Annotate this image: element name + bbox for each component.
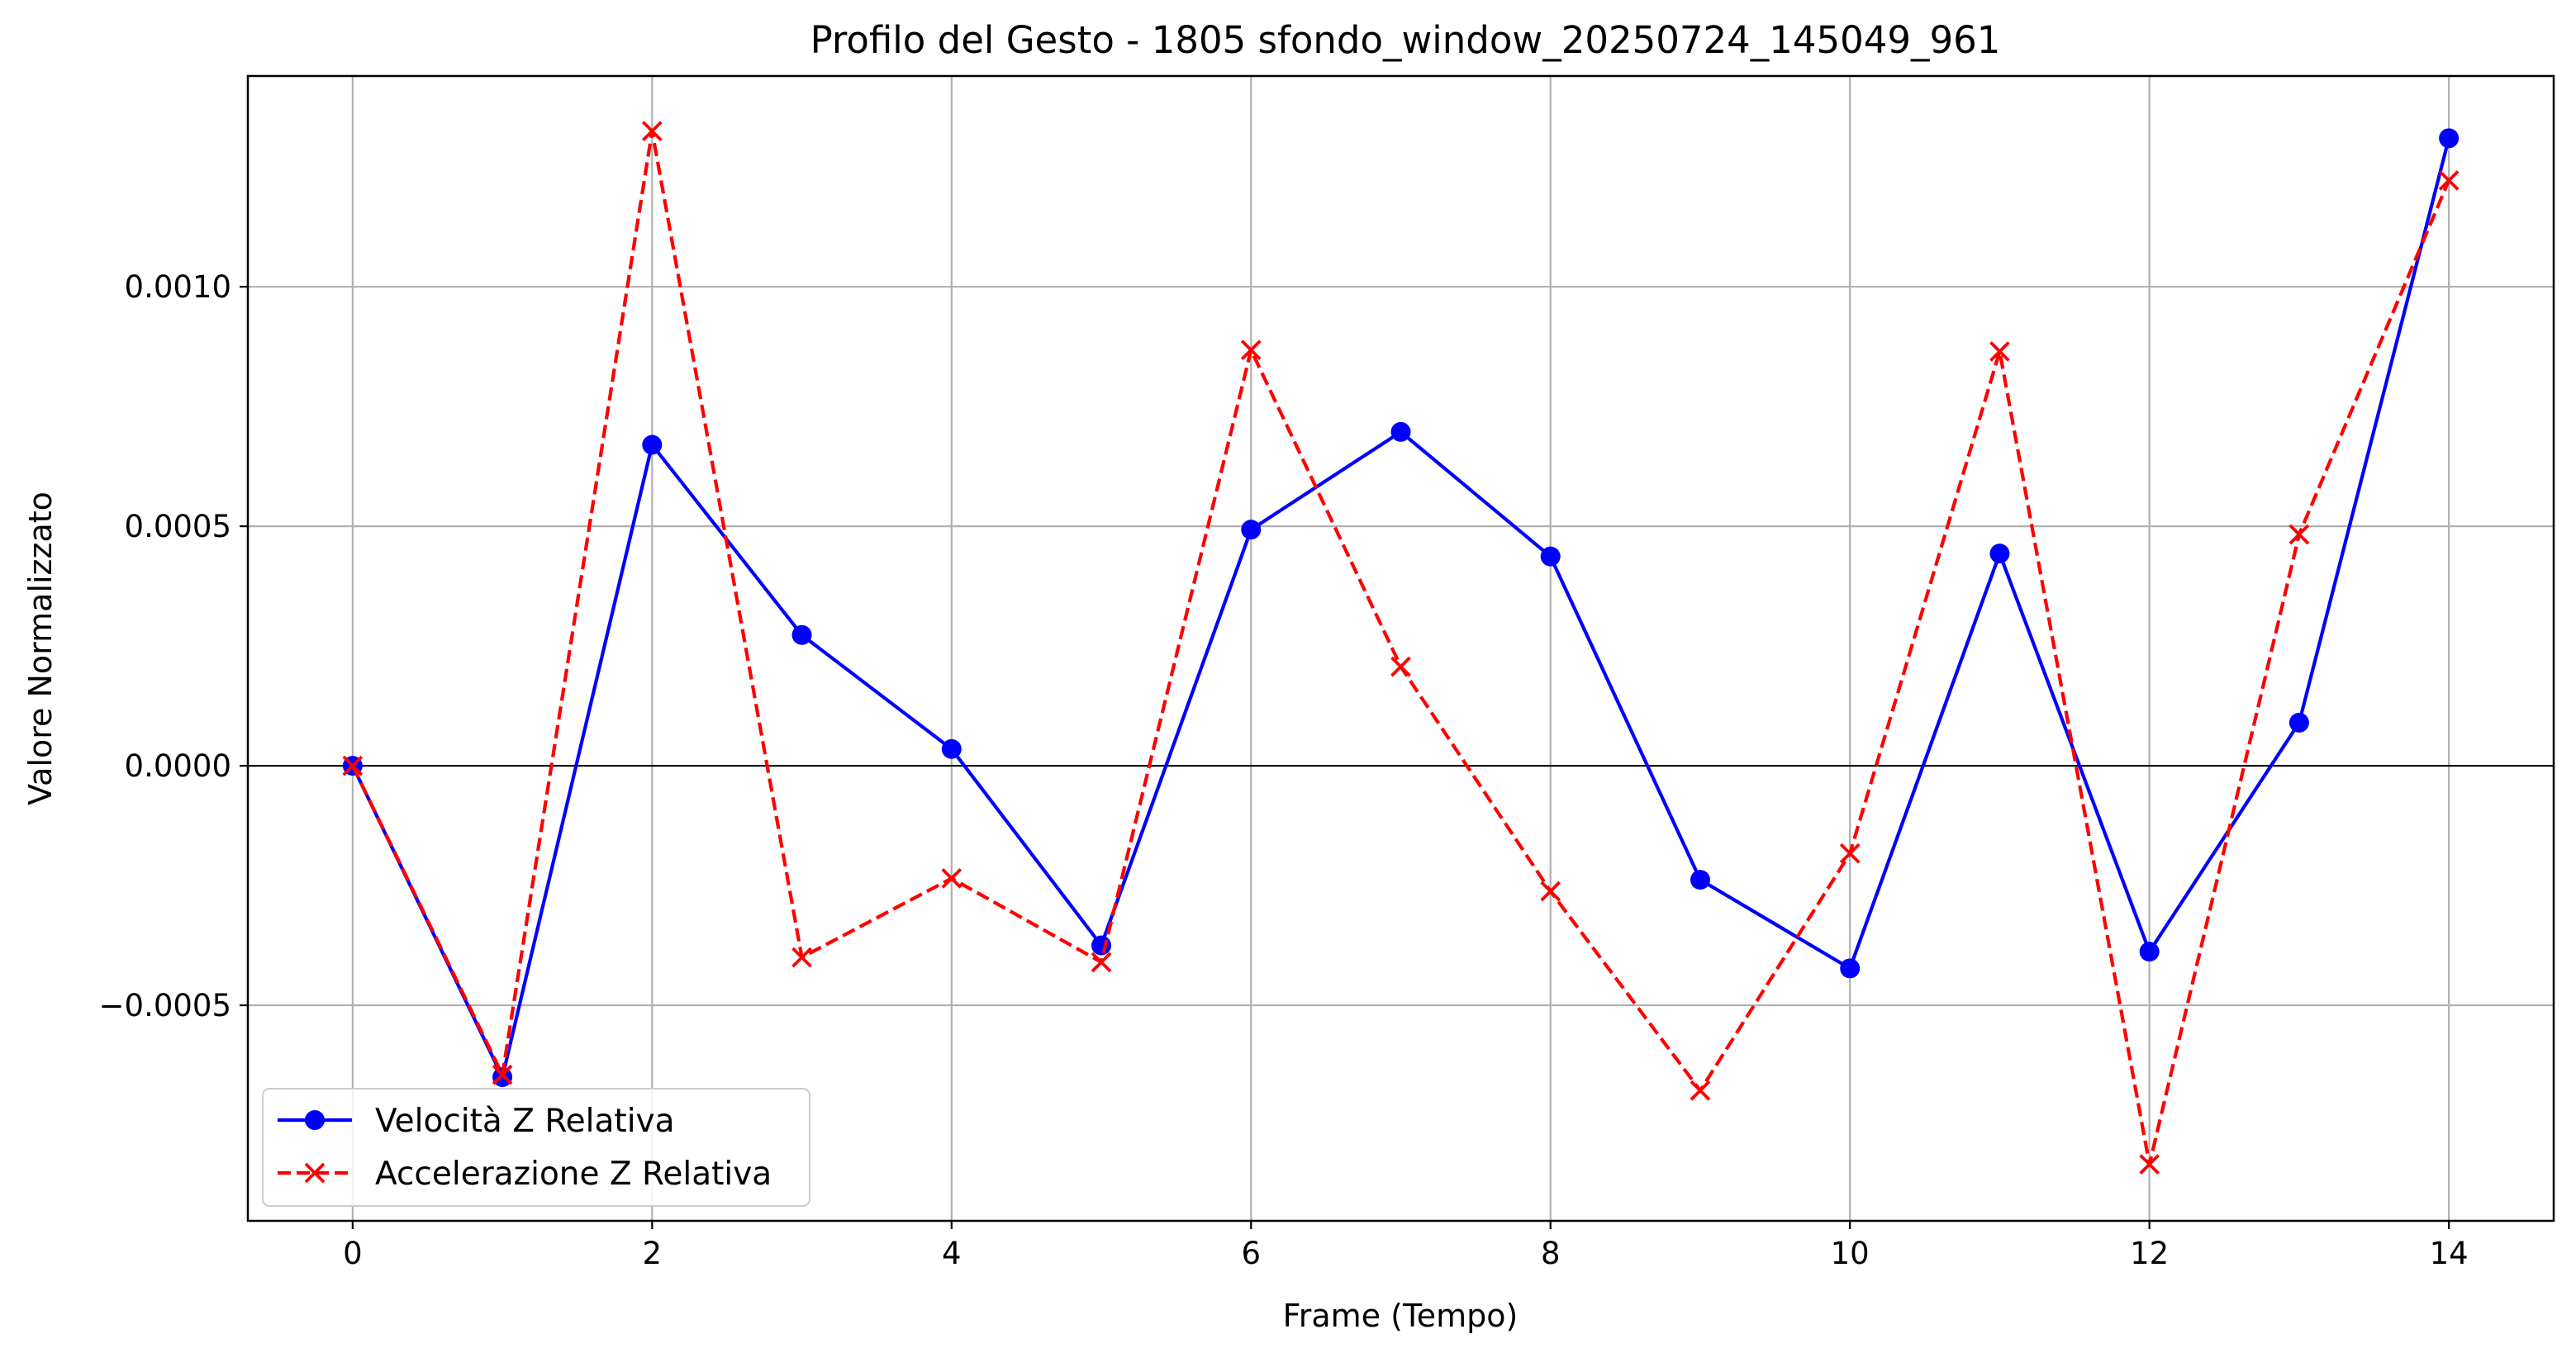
legend-swatch-marker [304,1162,326,1184]
plot-area-frame [246,74,2555,1222]
series-2-point [2288,524,2310,545]
x-tick-label: 8 [1541,1236,1561,1271]
legend-entry-label: Accelerazione Z Relativa [375,1156,772,1193]
series-1-point [2139,942,2160,962]
x-tick-label: 2 [643,1236,663,1271]
series-group [342,121,2460,1175]
series-2-point [1690,1080,1711,1101]
series-1-point [1241,520,1262,540]
series-2-point [1390,656,1411,677]
legend: Velocità Z Relativa Accelerazione Z Relat… [262,1088,810,1207]
series-1-point [1390,421,1411,442]
series-1-point [941,738,962,759]
x-tick-label: 0 [343,1236,363,1271]
series-1-point [642,434,663,455]
ticks: 0 2 4 6 8 10 12 14 −0.0005 0.0000 0.0005 0.0010 [99,269,2469,1271]
legend-entry-label: Velocità Z Relativa [375,1103,675,1140]
series-2-point [1839,843,1861,864]
x-axis-label: Frame (Tempo) [1283,1298,1519,1334]
y-tick-label: 0.0010 [125,269,231,305]
series-2-point [492,1064,513,1085]
y-tick-label: −0.0005 [99,988,231,1023]
series-1-point [1091,935,1112,956]
chart-title: Profilo del Gesto - 1805 sfondo_window_2… [810,18,2001,62]
y-tick-label: 0.0000 [125,748,231,784]
legend-box [262,1088,810,1207]
x-tick-label: 4 [942,1236,962,1271]
series-2-point [342,755,364,776]
series-2-point [1091,952,1112,973]
series-2-point [2438,170,2460,191]
series-1-point [1690,870,1710,890]
series-1-point [1540,546,1561,567]
series-1-point [2288,712,2309,733]
series-2-point [1240,339,1262,361]
series-1-point [1840,958,1861,979]
y-tick-label: 0.0005 [125,509,231,544]
x-tick-label: 12 [2130,1236,2169,1271]
series-1-point [492,1067,513,1088]
series-2-point [1540,881,1561,902]
x-tick-label: 14 [2430,1236,2469,1271]
y-axis-label: Valore Normalizzato [22,491,59,805]
series-2-point [941,868,962,889]
x-tick-label: 6 [1241,1236,1261,1271]
x-tick-label: 10 [1831,1236,1870,1271]
series-2-point [791,947,812,968]
series-2-point [2139,1154,2160,1175]
series-1-point [1989,544,2010,564]
legend-swatch-marker [305,1110,325,1130]
series-1-point [791,624,812,645]
series-2-point [1989,341,2010,362]
series-1-point [2439,128,2460,149]
series-2-point [641,121,663,142]
